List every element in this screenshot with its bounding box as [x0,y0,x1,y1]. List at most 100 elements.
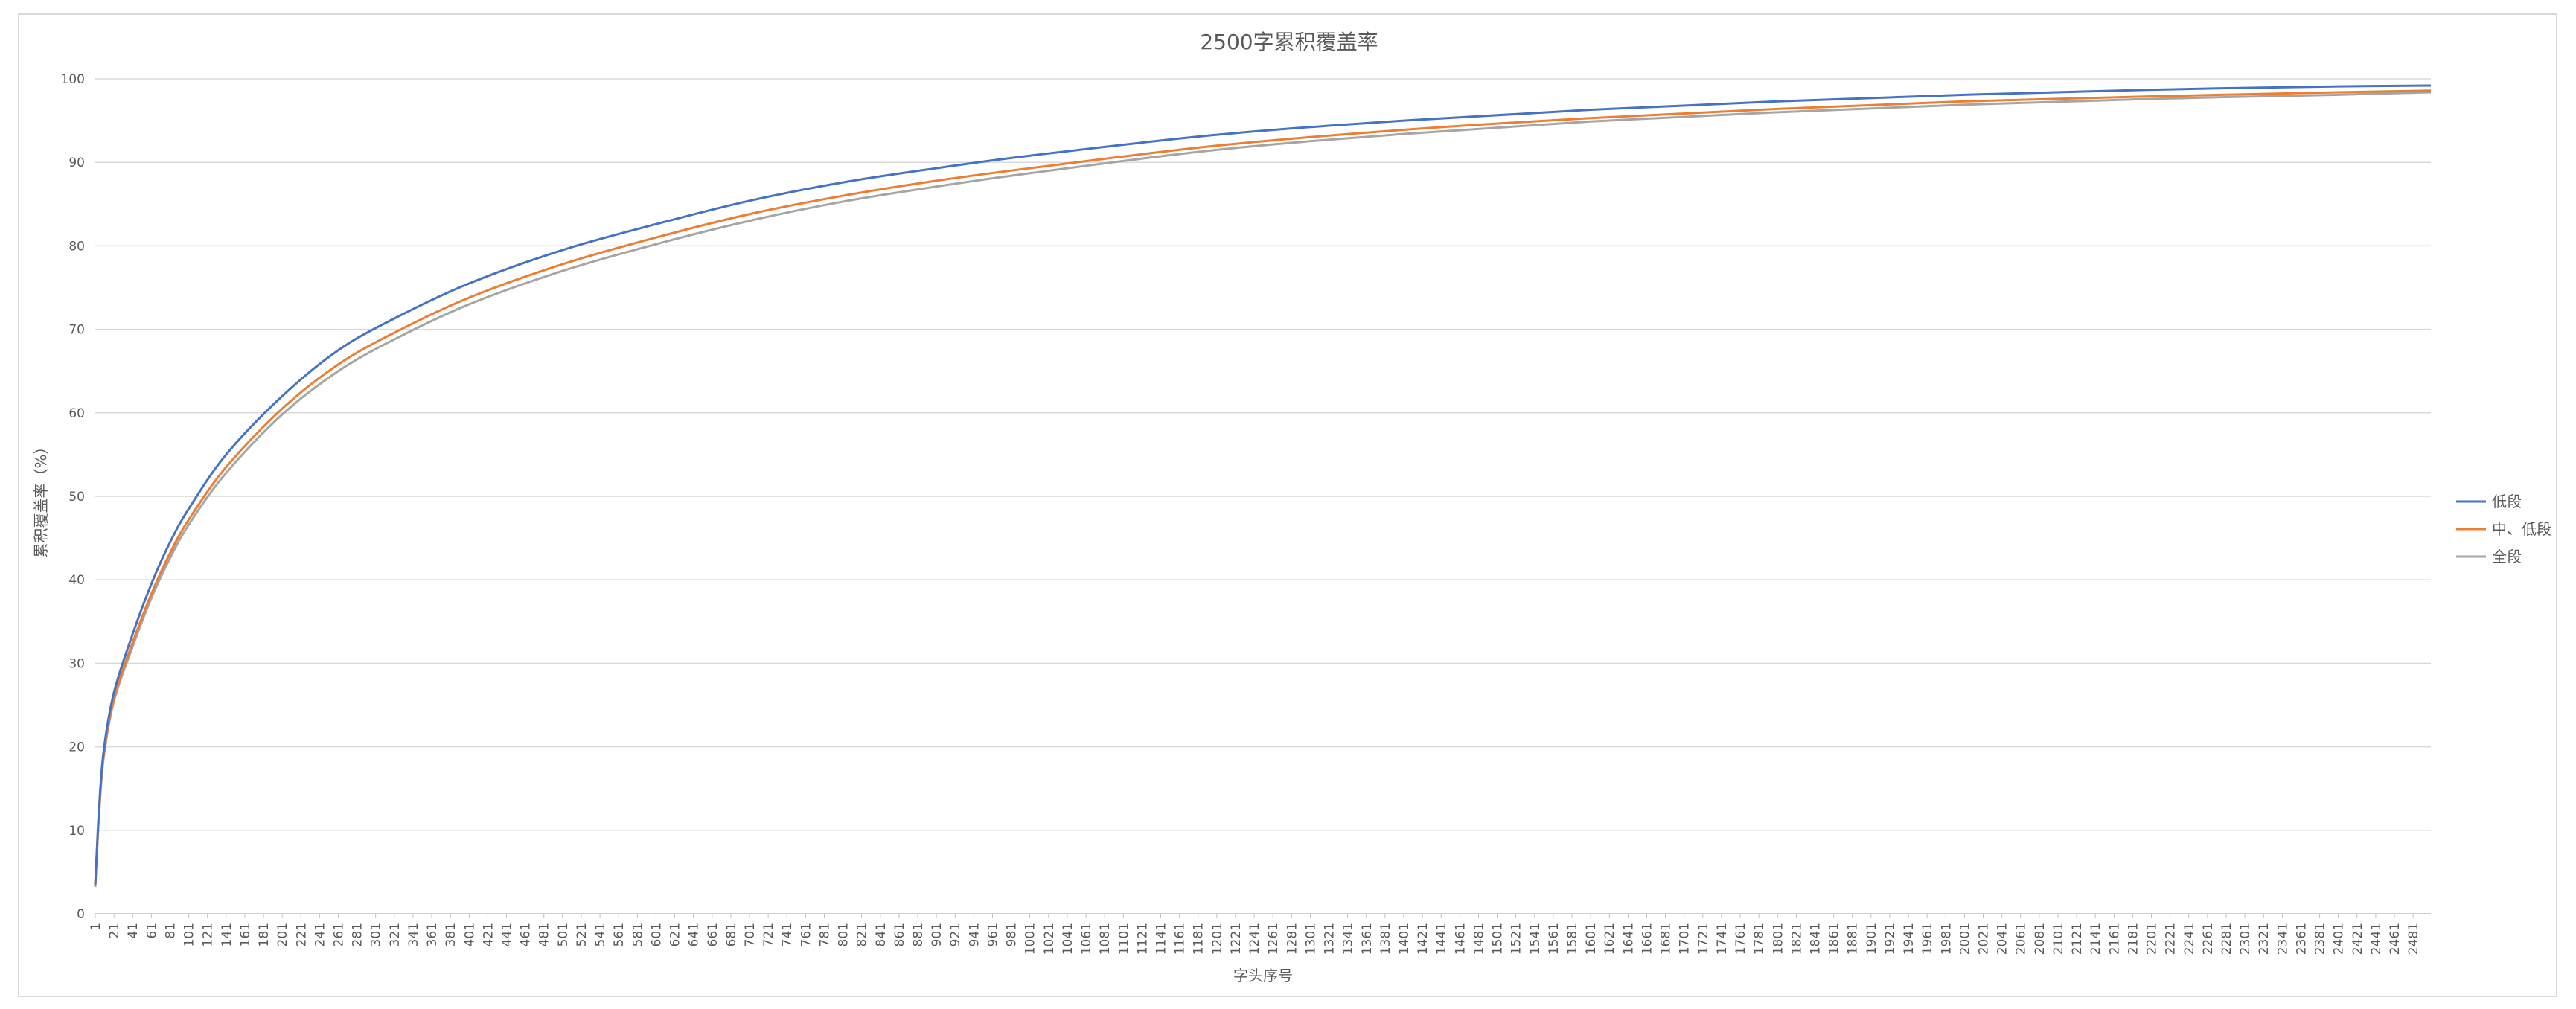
x-tick-label: 801 [837,923,851,946]
x-tick-label: 1341 [1341,923,1356,955]
x-tick-label: 21 [107,923,122,939]
y-axis-title: 累积覆盖率（%） [32,439,50,557]
x-tick-label: 981 [1005,923,1020,946]
x-tick-label: 941 [967,923,982,946]
x-tick-label: 581 [630,923,645,946]
x-tick-label: 2241 [2182,923,2197,955]
x-tick-label: 1201 [1210,923,1225,955]
x-tick-label: 2041 [1995,923,2010,955]
x-tick-label: 1761 [1733,923,1748,955]
x-axis-title: 字头序号 [1233,967,1293,984]
y-tick-label: 60 [68,406,85,421]
x-tick-label: 2261 [2201,923,2216,955]
x-tick-label: 221 [294,923,309,946]
x-axis-ticks: 1 21 41 61 81 101 121 141 161 181 201 221 241 261 281 3… [89,914,2421,955]
x-tick-label: 1901 [1864,923,1879,955]
x-tick-label: 1581 [1565,923,1580,955]
x-tick-label: 621 [668,923,683,946]
x-tick-label: 1541 [1528,923,1543,955]
x-tick-label: 921 [948,923,963,946]
x-tick-label: 1881 [1846,923,1861,955]
x-tick-label: 501 [556,923,571,946]
x-tick-label: 2201 [2145,923,2160,955]
x-tick-label: 1421 [1416,923,1431,955]
x-tick-label: 661 [706,923,720,946]
gridlines [95,78,2431,914]
x-tick-label: 381 [444,923,458,946]
x-tick-label: 1741 [1715,923,1730,955]
x-tick-label: 1441 [1434,923,1449,955]
y-tick-label: 80 [68,239,85,254]
x-tick-label: 961 [985,923,1000,946]
x-tick-label: 461 [519,923,534,946]
x-tick-label: 1621 [1602,923,1617,955]
x-tick-label: 1801 [1771,923,1786,955]
x-tick-label: 1961 [1920,923,1935,955]
legend-label: 低段 [2492,493,2522,510]
x-tick-label: 2101 [2051,923,2066,955]
x-tick-label: 2401 [2332,923,2347,955]
y-tick-label: 90 [68,156,85,170]
x-tick-label: 1501 [1491,923,1506,955]
x-tick-label: 2321 [2257,923,2272,955]
x-tick-label: 2061 [2014,923,2029,955]
x-tick-label: 1841 [1808,923,1823,955]
x-tick-label: 1701 [1678,923,1693,955]
x-tick-label: 1081 [1098,923,1113,955]
x-tick-label: 2361 [2294,923,2309,955]
x-tick-label: 321 [388,923,403,946]
x-tick-label: 121 [201,923,216,946]
y-tick-label: 70 [68,323,85,338]
x-tick-label: 281 [351,923,365,946]
x-tick-label: 1821 [1789,923,1804,955]
x-tick-label: 261 [331,923,346,946]
x-tick-label: 41 [126,923,141,939]
x-tick-label: 2301 [2238,923,2253,955]
x-tick-label: 1461 [1453,923,1468,955]
x-tick-label: 1721 [1696,923,1711,955]
x-tick-label: 181 [257,923,272,946]
x-tick-label: 2161 [2107,923,2122,955]
x-tick-label: 301 [369,923,384,946]
x-tick-label: 401 [462,923,477,946]
y-tick-label: 30 [68,656,85,671]
x-tick-label: 1221 [1229,923,1244,955]
x-tick-label: 1261 [1266,923,1281,955]
x-tick-label: 1141 [1154,923,1169,955]
x-tick-label: 1601 [1584,923,1599,955]
x-tick-label: 1 [89,923,103,931]
x-tick-label: 1041 [1061,923,1076,955]
x-tick-label: 761 [799,923,814,946]
x-tick-label: 141 [220,923,234,946]
x-tick-label: 2221 [2164,923,2179,955]
x-tick-label: 881 [911,923,926,946]
x-tick-label: 521 [575,923,589,946]
x-tick-label: 821 [855,923,870,946]
legend-label: 中、低段 [2492,520,2551,538]
x-tick-label: 701 [743,923,758,946]
x-tick-label: 1241 [1247,923,1262,955]
x-tick-label: 161 [238,923,253,946]
x-tick-label: 1921 [1883,923,1898,955]
x-tick-label: 1321 [1323,923,1337,955]
y-tick-label: 50 [68,490,85,504]
x-tick-label: 561 [612,923,627,946]
chart-title: 2500字累积覆盖率 [1200,30,1378,54]
x-tick-label: 601 [649,923,664,946]
x-tick-label: 2081 [2033,923,2048,955]
legend-label: 全段 [2492,548,2522,566]
x-tick-label: 1161 [1173,923,1188,955]
x-tick-label: 1781 [1752,923,1767,955]
x-tick-label: 81 [163,923,178,939]
x-tick-label: 861 [892,923,907,946]
x-tick-label: 101 [182,923,197,946]
y-tick-label: 20 [68,740,85,755]
x-tick-label: 741 [780,923,795,946]
x-tick-label: 2441 [2369,923,2384,955]
x-tick-label: 1121 [1135,923,1150,955]
x-tick-label: 641 [687,923,702,946]
x-tick-label: 1061 [1079,923,1094,955]
x-tick-label: 241 [313,923,327,946]
